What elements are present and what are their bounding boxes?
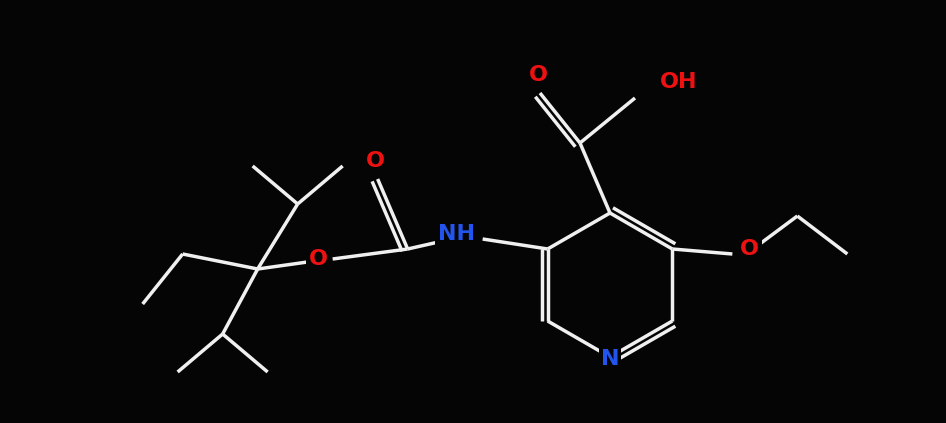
Text: O: O (308, 249, 327, 269)
Text: O: O (741, 239, 760, 259)
Text: N: N (601, 349, 620, 369)
Text: O: O (529, 65, 548, 85)
Text: O: O (366, 151, 385, 171)
Text: NH: NH (438, 224, 475, 244)
Text: OH: OH (660, 72, 697, 92)
